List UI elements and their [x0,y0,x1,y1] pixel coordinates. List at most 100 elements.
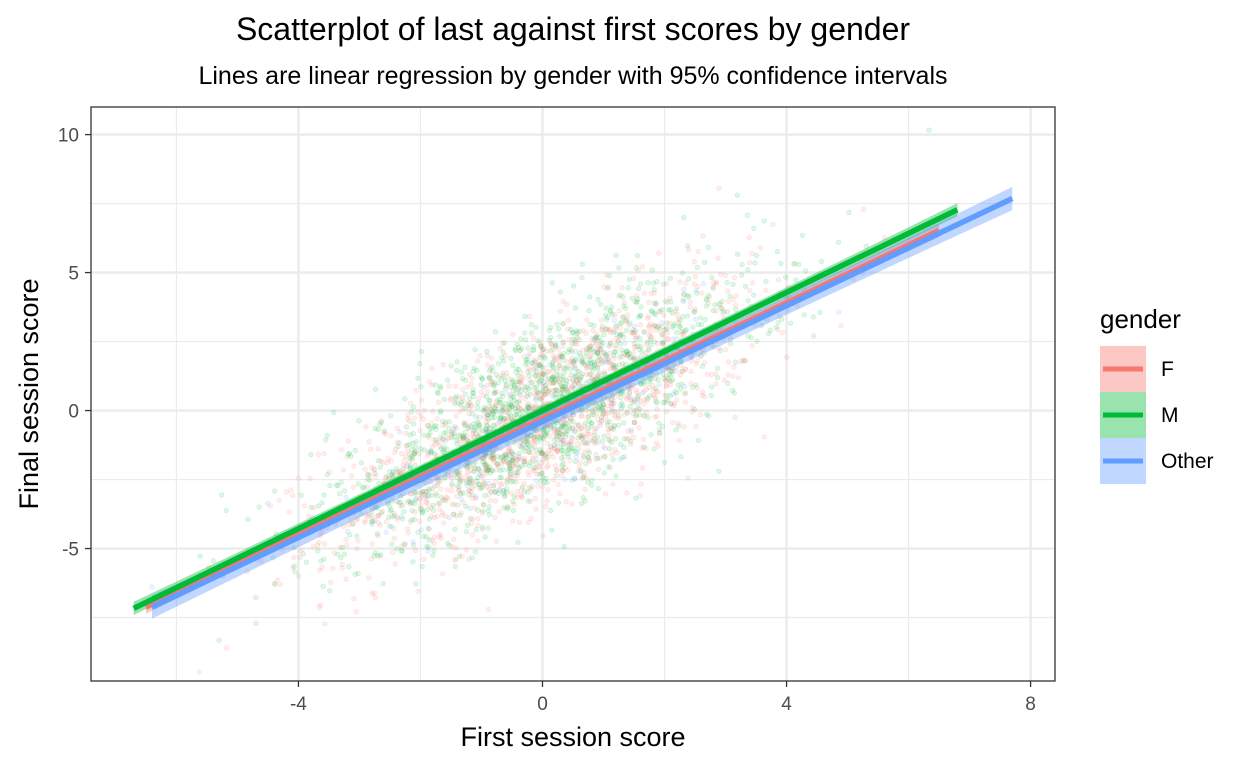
data-point-f [518,379,524,385]
data-point-f [539,470,545,476]
data-point-f [548,424,554,430]
data-point-m [372,386,379,392]
data-point-m [526,443,533,450]
data-point-f [628,354,635,360]
data-point-m [563,421,569,427]
data-point-m [654,324,661,330]
data-point-m [716,301,722,308]
legend-item-other: Other [1100,438,1214,484]
data-point-m [437,409,443,416]
data-point-m [524,404,531,411]
data-point-f [584,363,590,369]
data-point-m [668,299,674,305]
data-point-f [609,426,615,432]
data-point-f [601,371,607,377]
data-point-m [593,335,599,341]
data-point-m [620,389,626,396]
data-point-f [408,400,414,406]
data-point-m [378,510,385,516]
data-point-f [466,476,472,482]
data-point-f [733,293,739,299]
data-point-other [659,320,665,326]
data-point-f [586,458,593,464]
data-point-f [557,355,564,361]
data-point-m [595,485,602,492]
data-point-m [548,376,555,383]
data-point-m [566,441,572,447]
data-point-f [378,458,384,465]
data-point-f [295,573,302,579]
data-point-f [570,376,576,383]
data-point-m [708,384,715,390]
data-point-f [543,455,549,461]
data-point-f [581,449,587,456]
data-point-f [374,513,380,520]
data-point-f [377,553,383,560]
data-point-m [613,342,619,348]
data-point-f [637,322,643,328]
data-point-f [587,371,593,377]
data-point-m [454,359,460,365]
data-point-m [430,502,436,508]
data-point-m [474,478,480,484]
data-point-f [400,462,407,468]
data-point-m [515,404,521,410]
data-point-m [458,399,464,405]
data-point-m [389,472,395,478]
data-point-m [480,459,486,465]
data-point-f [502,409,508,416]
data-point-m [466,480,472,486]
data-point-m [634,252,641,259]
data-point-m [541,426,547,433]
data-point-f [601,404,607,411]
data-point-f [584,414,590,420]
data-point-m [454,469,461,475]
data-point-f [509,450,516,457]
data-point-f [676,438,682,444]
data-point-f [405,412,411,418]
data-point-f [518,377,524,383]
data-point-f [470,434,476,440]
data-point-m [679,270,686,276]
data-point-f [646,323,652,329]
data-point-f [386,474,392,480]
data-point-m [575,422,582,429]
data-point-f [550,353,556,359]
data-point-m [471,462,477,468]
data-point-f [564,301,570,308]
data-point-m [724,280,730,286]
data-point-m [572,373,578,380]
data-point-m [428,449,434,455]
data-point-m [659,307,665,313]
data-point-m [429,485,435,492]
data-point-m [468,476,474,482]
data-point-m [558,447,565,453]
data-point-f [595,338,601,344]
data-point-m [397,493,404,499]
data-point-m [620,350,627,357]
data-point-f [574,341,580,347]
data-point-f [544,369,550,375]
data-point-m [651,339,657,345]
data-point-f [446,435,452,441]
data-point-m [645,280,651,286]
data-point-m [551,425,557,431]
data-point-f [459,553,465,559]
data-point-f [673,364,679,370]
data-point-f [611,400,617,406]
data-point-f [533,377,540,383]
data-point-m [635,296,641,302]
data-point-m [542,433,548,439]
data-point-m [554,368,560,375]
data-point-other [549,393,556,399]
data-point-f [378,418,385,424]
data-point-f [700,233,706,239]
data-point-m [578,500,585,507]
data-point-m [568,371,575,378]
data-point-f [521,353,527,360]
data-point-f [526,405,533,411]
data-point-m [553,386,559,392]
data-point-other [500,488,506,495]
data-point-m [668,372,674,378]
data-point-f [559,416,566,423]
